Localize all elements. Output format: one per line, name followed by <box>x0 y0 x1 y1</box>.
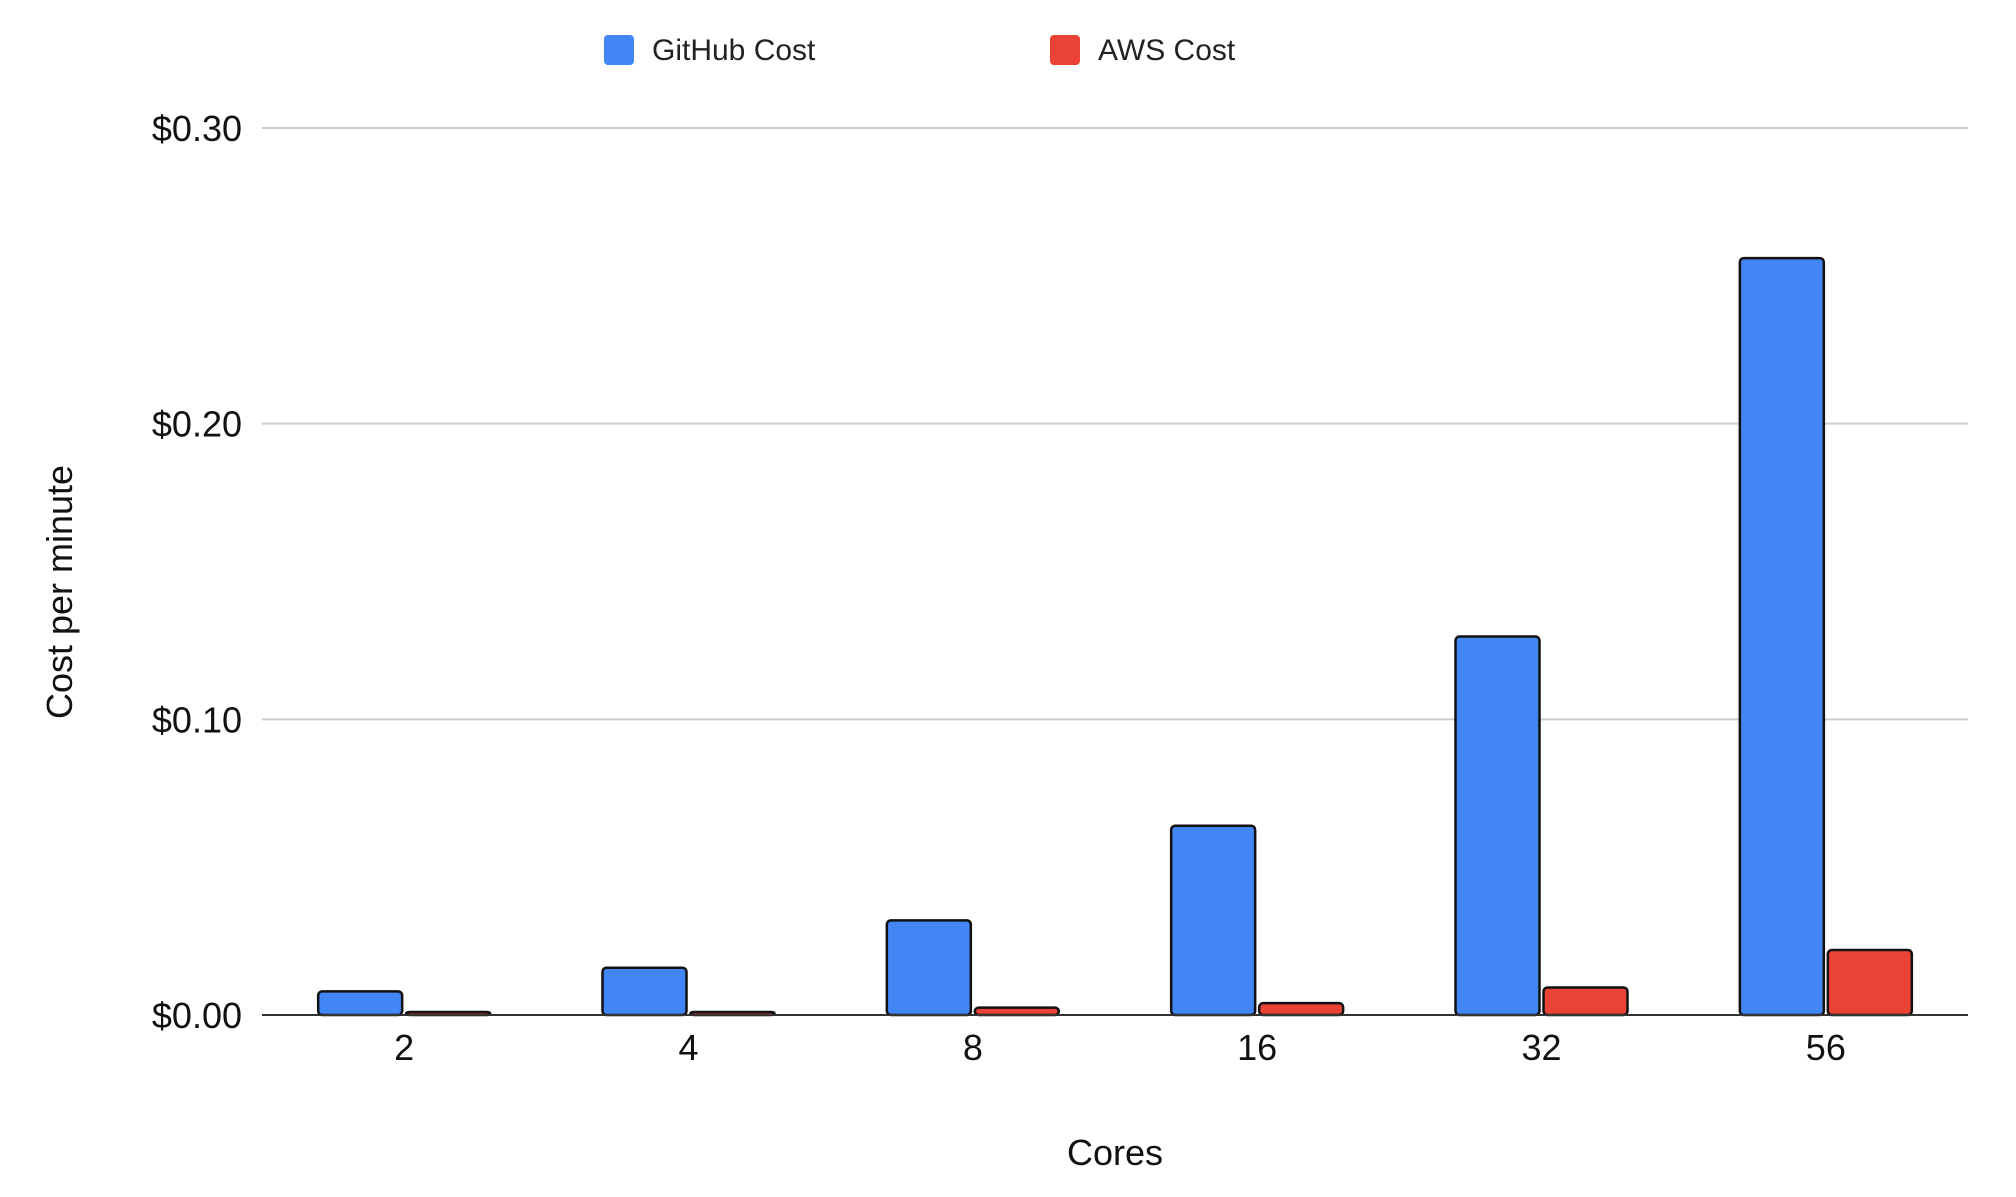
bar-aws-8 <box>973 1006 1061 1017</box>
bar-github-56 <box>1738 256 1826 1017</box>
x-tick-label: 56 <box>1806 1027 1846 1068</box>
x-tick-label: 2 <box>394 1027 414 1068</box>
bar-aws-16 <box>1257 1001 1345 1017</box>
bar-github-8 <box>885 919 973 1017</box>
y-tick-label: $0.30 <box>152 108 242 149</box>
legend-label: GitHub Cost <box>652 34 816 67</box>
x-tick-labels: 2 4 8 16 32 56 <box>394 1027 1846 1068</box>
bar-github-16 <box>1169 824 1257 1017</box>
x-tick-label: 32 <box>1521 1027 1561 1068</box>
grid-lines <box>262 127 1968 721</box>
legend-item: AWS Cost <box>1050 34 1236 67</box>
legend-item: GitHub Cost <box>604 34 816 67</box>
bar-aws-56 <box>1826 948 1914 1017</box>
x-tick-label: 4 <box>678 1027 698 1068</box>
bar-github-32 <box>1454 635 1541 1017</box>
x-tick-label: 8 <box>963 1027 983 1068</box>
y-axis-title: Cost per minute <box>39 465 80 719</box>
y-tick-label: $0.00 <box>152 995 242 1036</box>
x-tick-label: 16 <box>1237 1027 1277 1068</box>
y-tick-label: $0.20 <box>152 404 242 445</box>
y-tick-label: $0.10 <box>152 699 242 740</box>
bar-github-2 <box>316 990 404 1017</box>
bars <box>316 256 1914 1017</box>
legend-swatch <box>1050 35 1080 65</box>
y-tick-labels: $0.00 $0.10 $0.20 $0.30 <box>152 108 242 1036</box>
bar-aws-32 <box>1542 986 1629 1017</box>
bar-github-4 <box>601 966 688 1017</box>
legend: GitHub Cost AWS Cost <box>604 34 1236 67</box>
x-axis-title: Cores <box>1067 1132 1163 1173</box>
legend-swatch <box>604 35 634 65</box>
legend-label: AWS Cost <box>1098 34 1236 67</box>
